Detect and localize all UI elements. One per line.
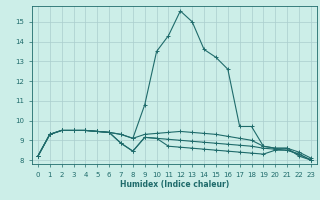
X-axis label: Humidex (Indice chaleur): Humidex (Indice chaleur) [120, 180, 229, 189]
